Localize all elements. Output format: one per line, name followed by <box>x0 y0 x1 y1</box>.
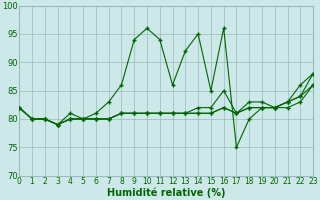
X-axis label: Humidité relative (%): Humidité relative (%) <box>107 187 225 198</box>
